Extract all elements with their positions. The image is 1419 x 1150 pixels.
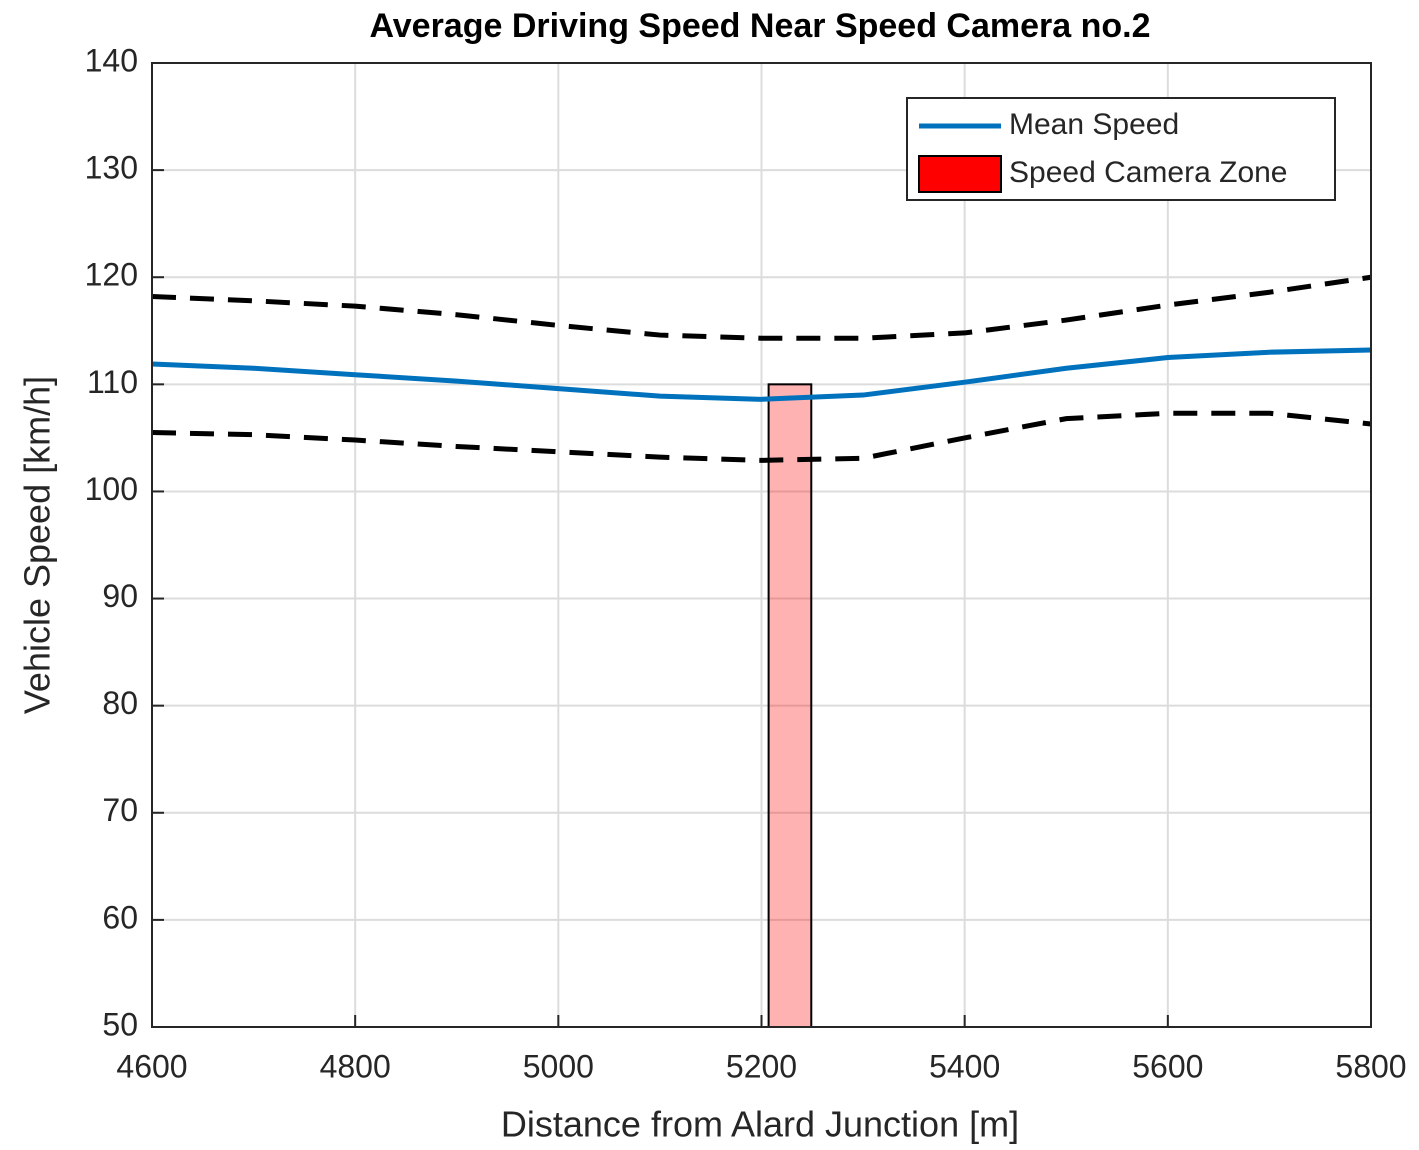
y-tick-label: 120 [85,257,138,293]
chart-title: Average Driving Speed Near Speed Camera … [369,7,1150,45]
x-tick-label: 5200 [726,1048,797,1084]
y-tick-label: 90 [102,578,138,614]
y-tick-label: 100 [85,471,138,507]
series-line [151,347,1372,402]
legend-swatch [918,155,1002,193]
x-tick-label: 5800 [1335,1048,1406,1084]
x-tick-label: 4600 [116,1048,187,1084]
x-tick-label: 4800 [320,1048,391,1084]
x-tick-label: 5000 [523,1048,594,1084]
x-tick-label: 5600 [1132,1048,1203,1084]
y-tick-label: 80 [102,685,138,721]
y-tick-label: 70 [102,792,138,828]
plot-frame [151,62,1372,1028]
legend-label: Speed Camera Zone [1009,156,1288,189]
y-tick-label: 60 [102,899,138,935]
series-line [151,274,1372,341]
series-line [151,410,1372,463]
y-tick-label: 130 [85,150,138,186]
x-axis-label: Distance from Alard Junction [m] [501,1104,1019,1145]
y-tick-label: 50 [102,1006,138,1042]
legend-label: Mean Speed [1009,108,1179,141]
y-tick-label: 140 [85,42,138,78]
y-tick-label: 110 [87,364,138,400]
y-axis-label: Vehicle Speed [km/h] [17,376,58,714]
camera-zone [767,383,813,1029]
x-tick-label: 5400 [929,1048,1000,1084]
